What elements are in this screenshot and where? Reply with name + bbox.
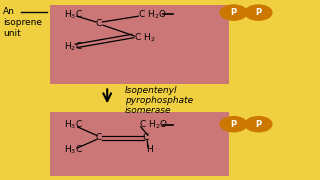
Text: isoprene: isoprene [3, 18, 42, 27]
Bar [50, 112, 229, 176]
Text: P: P [255, 120, 261, 129]
Circle shape [245, 5, 272, 20]
Text: H: H [147, 145, 153, 154]
Circle shape [220, 117, 247, 132]
Text: C: C [142, 133, 149, 142]
Text: C H$_2$O: C H$_2$O [139, 119, 168, 131]
Text: C H$_2$: C H$_2$ [134, 31, 155, 44]
Text: unit: unit [3, 29, 21, 38]
Circle shape [245, 117, 272, 132]
Text: isomerase: isomerase [125, 106, 171, 115]
Text: P: P [230, 120, 237, 129]
Text: P: P [255, 8, 261, 17]
Text: pyrophosphate: pyrophosphate [125, 96, 193, 105]
Text: C: C [95, 19, 102, 28]
Circle shape [220, 5, 247, 20]
Text: H$_3$C: H$_3$C [64, 8, 83, 21]
Text: P: P [230, 8, 237, 17]
Text: An: An [3, 7, 15, 16]
Text: C: C [95, 133, 102, 142]
Text: Isopentenyl: Isopentenyl [125, 86, 177, 95]
Text: H$_2$C: H$_2$C [64, 41, 83, 53]
Bar [50, 4, 229, 84]
Text: H$_3$C: H$_3$C [64, 119, 83, 131]
Text: H$_3$C: H$_3$C [64, 143, 83, 156]
Text: C H$_2$O: C H$_2$O [138, 8, 166, 21]
